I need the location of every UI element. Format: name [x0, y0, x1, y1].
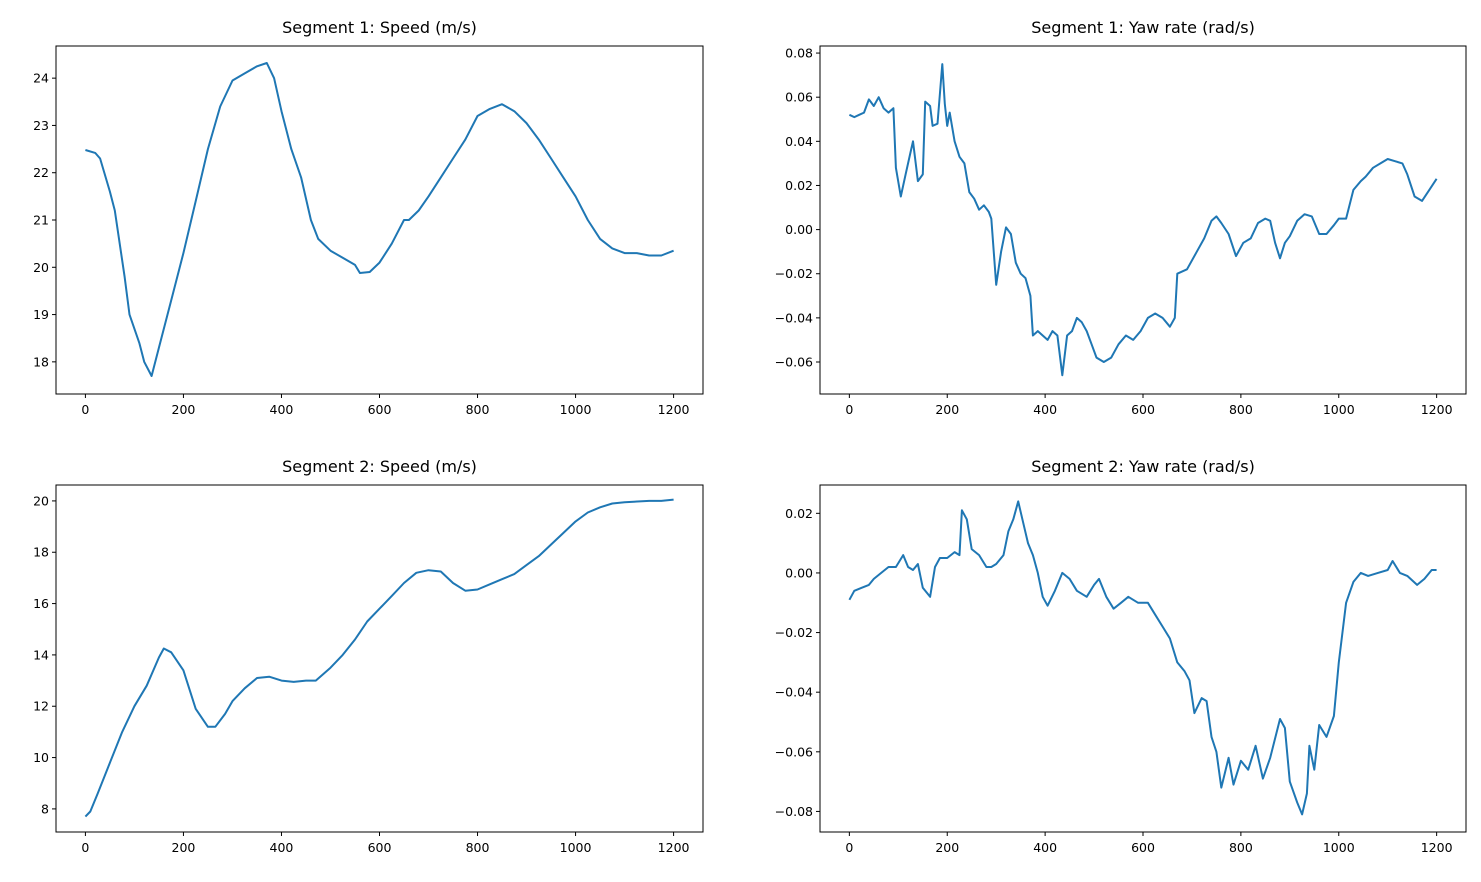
y-tick-label: 23: [33, 118, 49, 133]
x-tick-label: 400: [1033, 840, 1057, 855]
x-tick-label: 600: [1131, 840, 1155, 855]
x-tick-label: 200: [935, 840, 959, 855]
y-tick-label: 12: [33, 699, 49, 714]
y-tick-label: −0.02: [775, 625, 813, 640]
axes-frame: [55, 484, 704, 833]
y-tick-label: −0.06: [775, 744, 813, 759]
chart-title: Segment 1: Speed (m/s): [282, 18, 477, 37]
y-tick-label: 21: [33, 213, 49, 228]
y-tick-label: 19: [33, 307, 49, 322]
x-tick-label: 200: [172, 402, 196, 417]
y-tick-label: 0.00: [785, 222, 813, 237]
x-tick-label: 600: [368, 840, 392, 855]
series-line: [84, 498, 674, 818]
x-tick-label: 1200: [1421, 840, 1453, 855]
x-tick-label: 400: [270, 402, 294, 417]
axes-frame: [819, 484, 1467, 833]
y-tick-label: 24: [33, 71, 49, 86]
x-tick-label: 1200: [658, 840, 690, 855]
x-tick-label: 1000: [1323, 840, 1355, 855]
x-tick-label: 0: [81, 402, 89, 417]
y-tick-label: 14: [33, 647, 49, 662]
x-tick-label: 0: [845, 840, 853, 855]
axes-frame: [819, 45, 1467, 395]
x-tick-label: 600: [1131, 402, 1155, 417]
x-tick-label: 1000: [1323, 402, 1355, 417]
y-tick-label: 20: [33, 260, 49, 275]
y-tick-label: −0.04: [775, 685, 813, 700]
x-tick-label: 200: [935, 402, 959, 417]
x-tick-label: 0: [845, 402, 853, 417]
x-tick-label: 400: [270, 840, 294, 855]
subplot-1: Segment 1: Speed (m/s) 0 200 400 600 800 1000 1…: [33, 18, 704, 417]
x-tick-label: 1200: [658, 402, 690, 417]
y-tick-label: −0.06: [775, 355, 813, 370]
x-tick-label: 800: [1229, 402, 1253, 417]
x-tick-label: 800: [466, 402, 490, 417]
x-tick-label: 1000: [560, 402, 592, 417]
y-tick-label: 0.08: [785, 46, 813, 61]
subplot-4: Segment 2: Yaw rate (rad/s) 0 200 400 600 800…: [775, 457, 1467, 855]
y-tick-label: 0.06: [785, 90, 813, 105]
y-tick-label: 18: [33, 545, 49, 560]
series-line: [848, 63, 1438, 377]
y-tick-label: 0.00: [785, 565, 813, 580]
subplot-3: Segment 2: Speed (m/s) 0 200 400 600 800 1000 1…: [33, 457, 704, 855]
y-tick-label: −0.08: [775, 804, 813, 819]
x-tick-label: 400: [1033, 402, 1057, 417]
x-tick-label: 0: [81, 840, 89, 855]
y-tick-label: 8: [41, 801, 49, 816]
y-tick-label: 0.02: [785, 506, 813, 521]
x-tick-label: 600: [368, 402, 392, 417]
y-tick-label: −0.02: [775, 266, 813, 281]
series-line: [85, 62, 674, 377]
chart-title: Segment 1: Yaw rate (rad/s): [1031, 18, 1255, 37]
y-tick-label: 10: [33, 750, 49, 765]
y-tick-label: −0.04: [775, 310, 813, 325]
y-tick-label: 20: [33, 493, 49, 508]
chart-title: Segment 2: Speed (m/s): [282, 457, 477, 476]
x-tick-label: 1200: [1421, 402, 1453, 417]
x-tick-label: 800: [1229, 840, 1253, 855]
y-tick-label: 18: [33, 354, 49, 369]
y-tick-label: 0.02: [785, 178, 813, 193]
x-tick-label: 1000: [560, 840, 592, 855]
y-tick-label: 0.04: [785, 134, 813, 149]
x-tick-label: 800: [466, 840, 490, 855]
subplot-2: Segment 1: Yaw rate (rad/s) 0 200 400 600 800…: [775, 18, 1467, 417]
chart-title: Segment 2: Yaw rate (rad/s): [1031, 457, 1255, 476]
y-tick-label: 22: [33, 165, 49, 180]
series-line: [848, 500, 1437, 816]
axes-frame: [55, 45, 704, 395]
x-tick-label: 200: [172, 840, 196, 855]
y-tick-label: 16: [33, 596, 49, 611]
